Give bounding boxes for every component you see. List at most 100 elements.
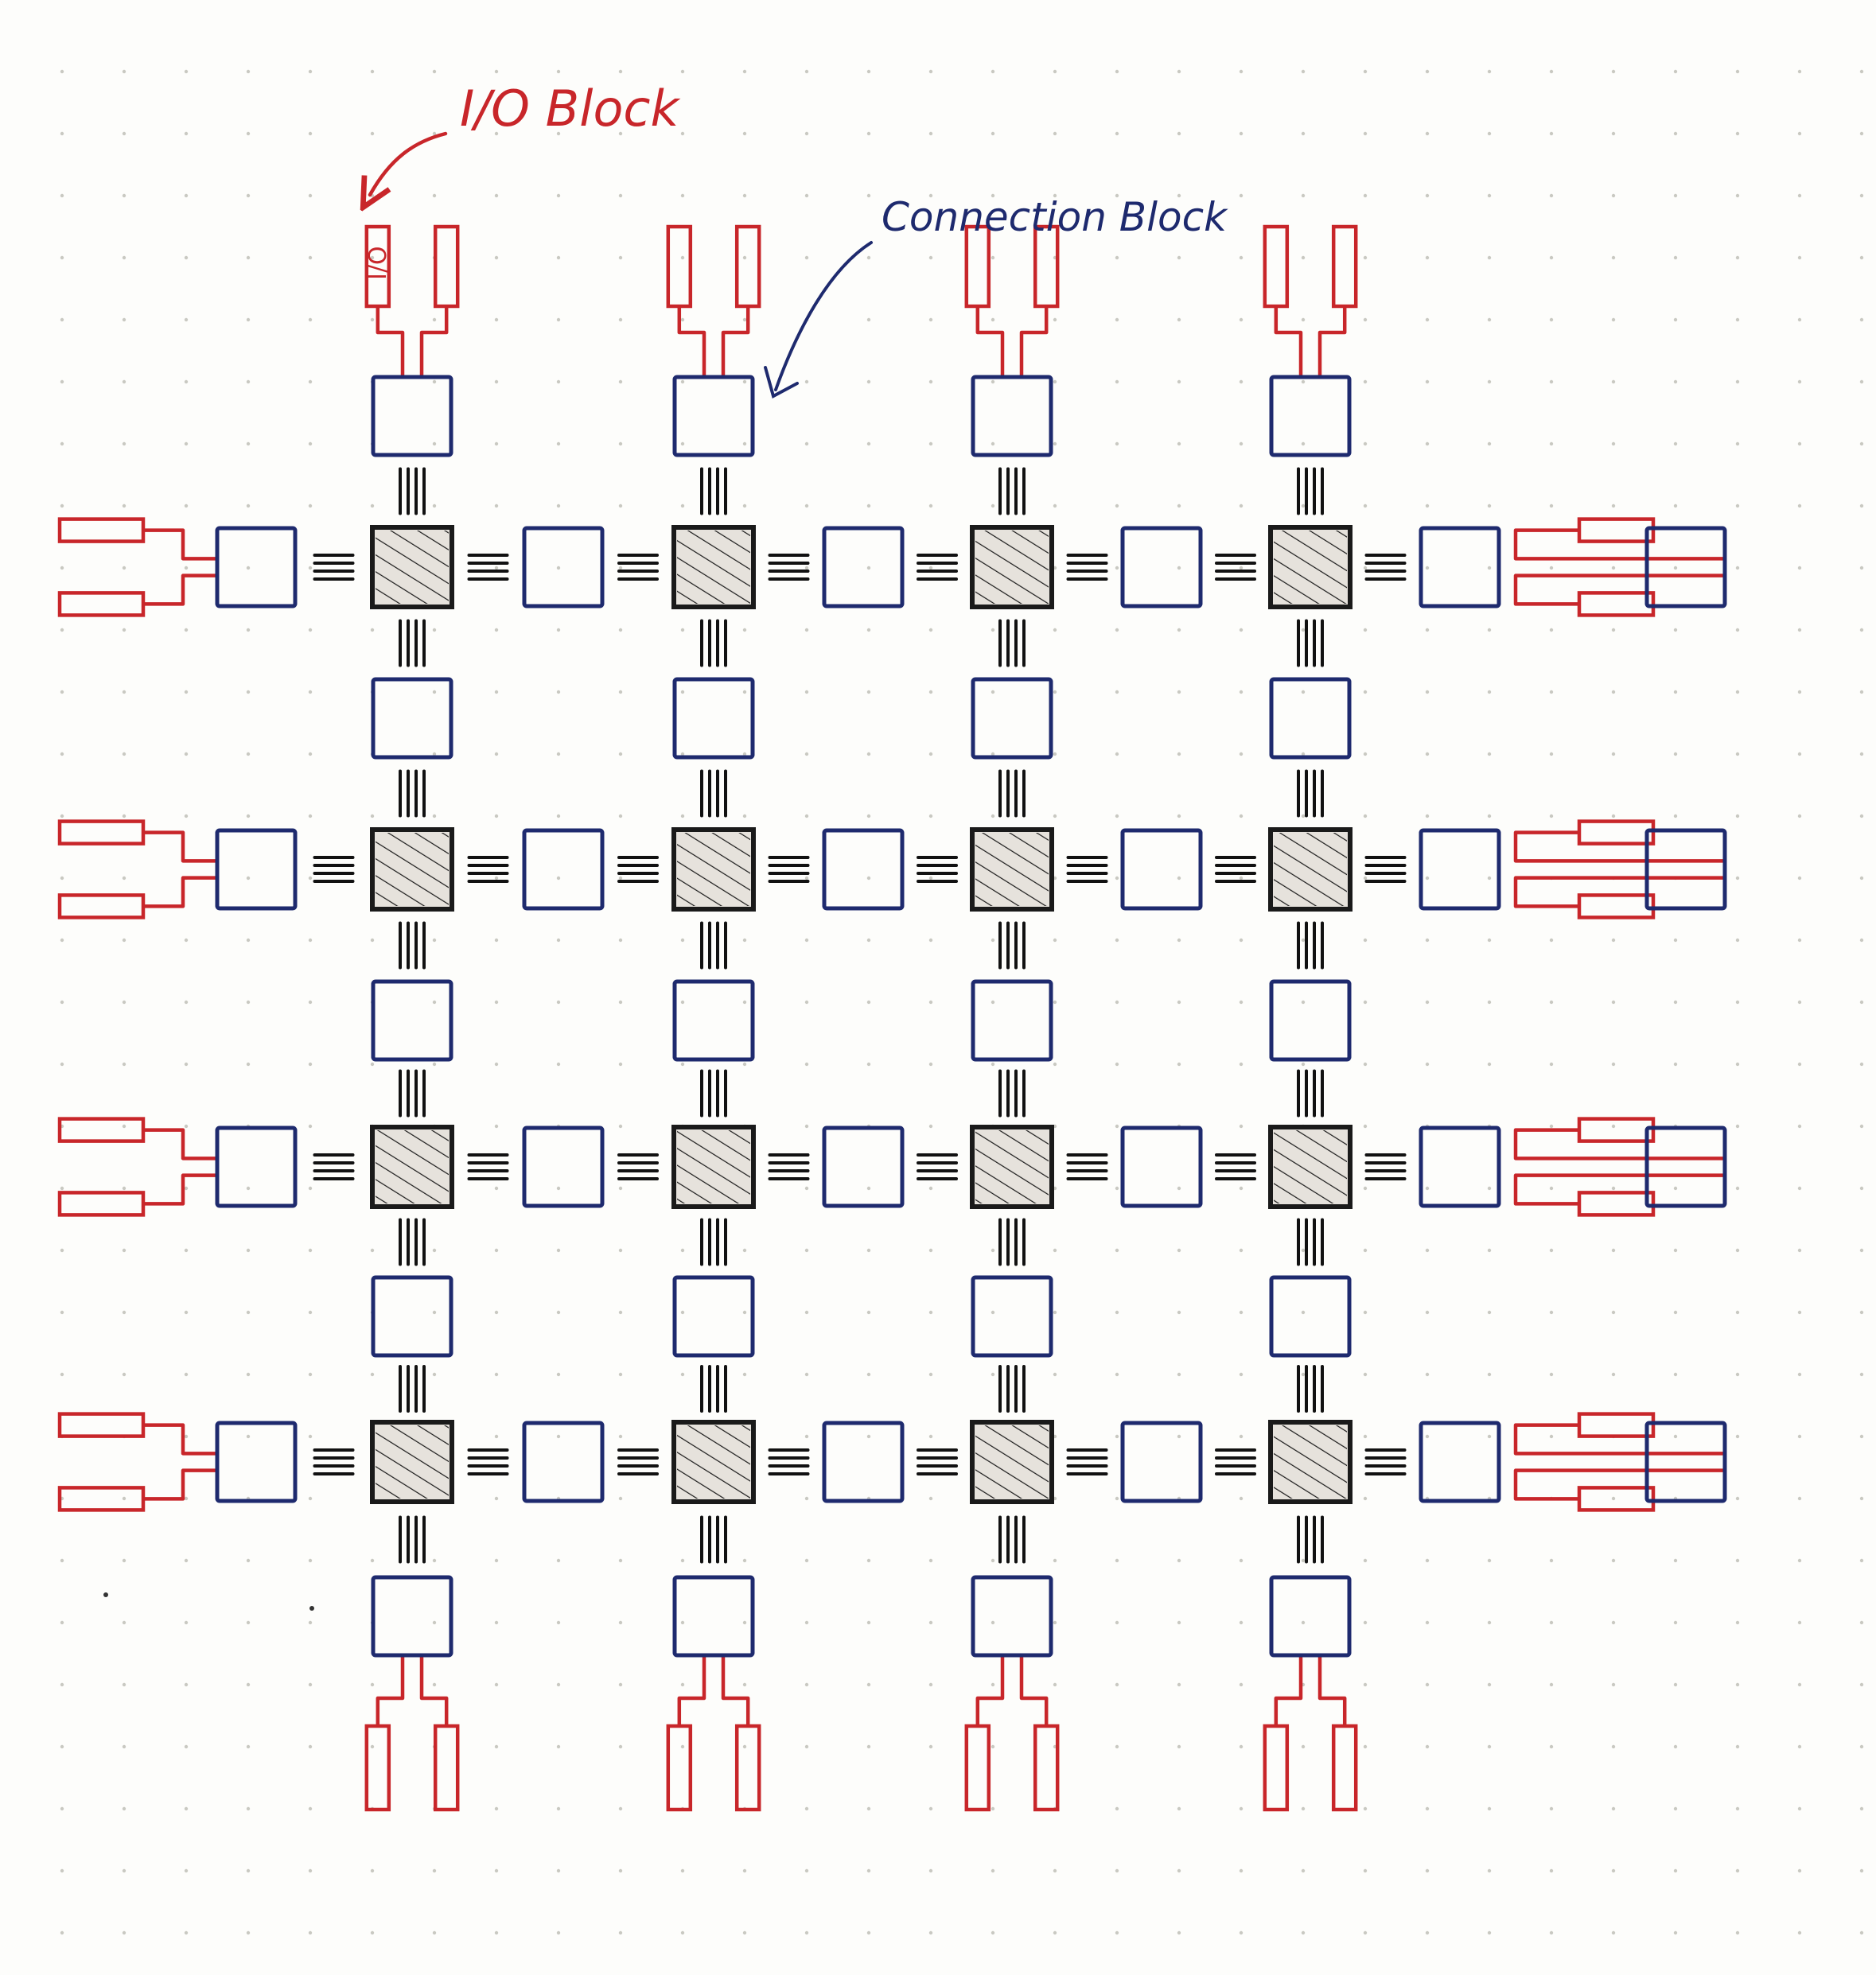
grid-dot bbox=[1487, 255, 1492, 260]
grid-dot bbox=[432, 69, 437, 74]
grid-dot bbox=[1177, 876, 1181, 881]
grid-dot bbox=[308, 1496, 313, 1501]
grid-dot bbox=[991, 379, 995, 384]
grid-dot bbox=[680, 69, 685, 74]
grid-dot bbox=[1115, 1620, 1119, 1625]
grid-dot bbox=[1053, 1682, 1057, 1687]
dot-grid-background bbox=[60, 69, 1864, 1935]
grid-dot bbox=[1363, 938, 1368, 943]
grid-dot bbox=[494, 1806, 499, 1811]
grid-dot bbox=[742, 752, 747, 756]
grid-dot bbox=[618, 690, 623, 694]
connection-block bbox=[215, 828, 298, 911]
grid-dot bbox=[556, 1620, 561, 1625]
grid-dot bbox=[1673, 441, 1678, 446]
grid-dot bbox=[1735, 1000, 1740, 1005]
grid-dot bbox=[1239, 255, 1244, 260]
grid-dot bbox=[866, 255, 871, 260]
grid-dot bbox=[184, 814, 189, 818]
grid-dot bbox=[1301, 131, 1306, 136]
grid-dot bbox=[184, 379, 189, 384]
grid-dot bbox=[60, 193, 64, 198]
grid-dot bbox=[308, 1062, 313, 1067]
grid-dot bbox=[1549, 938, 1554, 943]
grid-dot bbox=[618, 628, 623, 632]
grid-dot bbox=[1797, 69, 1802, 74]
grid-dot bbox=[991, 938, 995, 943]
grid-dot bbox=[122, 193, 126, 198]
io-pad bbox=[57, 1412, 146, 1438]
grid-dot bbox=[1735, 1806, 1740, 1811]
grid-dot bbox=[1611, 1124, 1616, 1129]
grid-dot bbox=[1115, 1062, 1119, 1067]
grid-dot bbox=[1425, 938, 1430, 943]
grid-dot bbox=[1363, 1620, 1368, 1625]
grid-dot bbox=[432, 503, 437, 508]
grid-dot bbox=[432, 131, 437, 136]
grid-dot bbox=[866, 1186, 871, 1191]
grid-dot bbox=[866, 1310, 871, 1315]
grid-dot bbox=[1053, 1000, 1057, 1005]
grid-dot bbox=[432, 690, 437, 694]
connection-block bbox=[1644, 828, 1727, 911]
grid-dot bbox=[1053, 441, 1057, 446]
grid-dot bbox=[866, 441, 871, 446]
grid-dot bbox=[1549, 1310, 1554, 1315]
grid-dot bbox=[1611, 566, 1616, 570]
grid-dot bbox=[742, 938, 747, 943]
grid-dot bbox=[60, 317, 64, 322]
grid-dot bbox=[184, 628, 189, 632]
grid-dot bbox=[1301, 441, 1306, 446]
grid-dot bbox=[680, 441, 685, 446]
grid-dot bbox=[1549, 1806, 1554, 1811]
grid-dot bbox=[804, 566, 809, 570]
grid-dot bbox=[308, 1000, 313, 1005]
grid-dot bbox=[1177, 1558, 1181, 1563]
connection-block bbox=[971, 979, 1053, 1062]
grid-dot bbox=[1549, 317, 1554, 322]
grid-dot bbox=[432, 1558, 437, 1563]
grid-dot bbox=[1797, 752, 1802, 756]
grid-dot bbox=[1673, 1434, 1678, 1439]
grid-dot bbox=[494, 1744, 499, 1749]
grid-dot bbox=[680, 1930, 685, 1935]
grid-dot bbox=[1177, 1806, 1181, 1811]
io-pad bbox=[57, 517, 146, 543]
io-pad bbox=[364, 1724, 391, 1812]
grid-dot bbox=[1177, 938, 1181, 943]
grid-dot bbox=[1611, 317, 1616, 322]
grid-dot bbox=[60, 1930, 64, 1935]
grid-dot bbox=[1425, 628, 1430, 632]
grid-dot bbox=[556, 1248, 561, 1253]
grid-dot bbox=[184, 1000, 189, 1005]
grid-dot bbox=[1425, 752, 1430, 756]
grid-dot bbox=[1363, 752, 1368, 756]
grid-dot bbox=[928, 938, 933, 943]
grid-dot bbox=[1301, 1558, 1306, 1563]
grid-dot bbox=[308, 1620, 313, 1625]
grid-dot bbox=[122, 752, 126, 756]
grid-dot bbox=[60, 1310, 64, 1315]
grid-dot bbox=[370, 628, 375, 632]
grid-dot bbox=[866, 1682, 871, 1687]
grid-dot bbox=[1673, 938, 1678, 943]
grid-dot bbox=[1301, 1062, 1306, 1067]
grid-dot bbox=[1735, 814, 1740, 818]
connection-block bbox=[1269, 979, 1352, 1062]
grid-dot bbox=[246, 1868, 251, 1873]
grid-dot bbox=[618, 566, 623, 570]
grid-dot bbox=[1859, 1186, 1864, 1191]
grid-dot bbox=[1425, 876, 1430, 881]
connection-block bbox=[672, 1275, 755, 1358]
grid-dot bbox=[122, 690, 126, 694]
connection-block bbox=[822, 1421, 905, 1503]
grid-dot bbox=[184, 1620, 189, 1625]
grid-dot bbox=[1797, 1124, 1802, 1129]
grid-dot bbox=[1301, 1000, 1306, 1005]
grid-dot bbox=[184, 1744, 189, 1749]
io-wire bbox=[143, 876, 217, 908]
switch-block-hatching bbox=[975, 1130, 1049, 1203]
io-pad bbox=[964, 224, 991, 309]
switch-blocks bbox=[370, 525, 1353, 1504]
grid-dot bbox=[928, 69, 933, 74]
